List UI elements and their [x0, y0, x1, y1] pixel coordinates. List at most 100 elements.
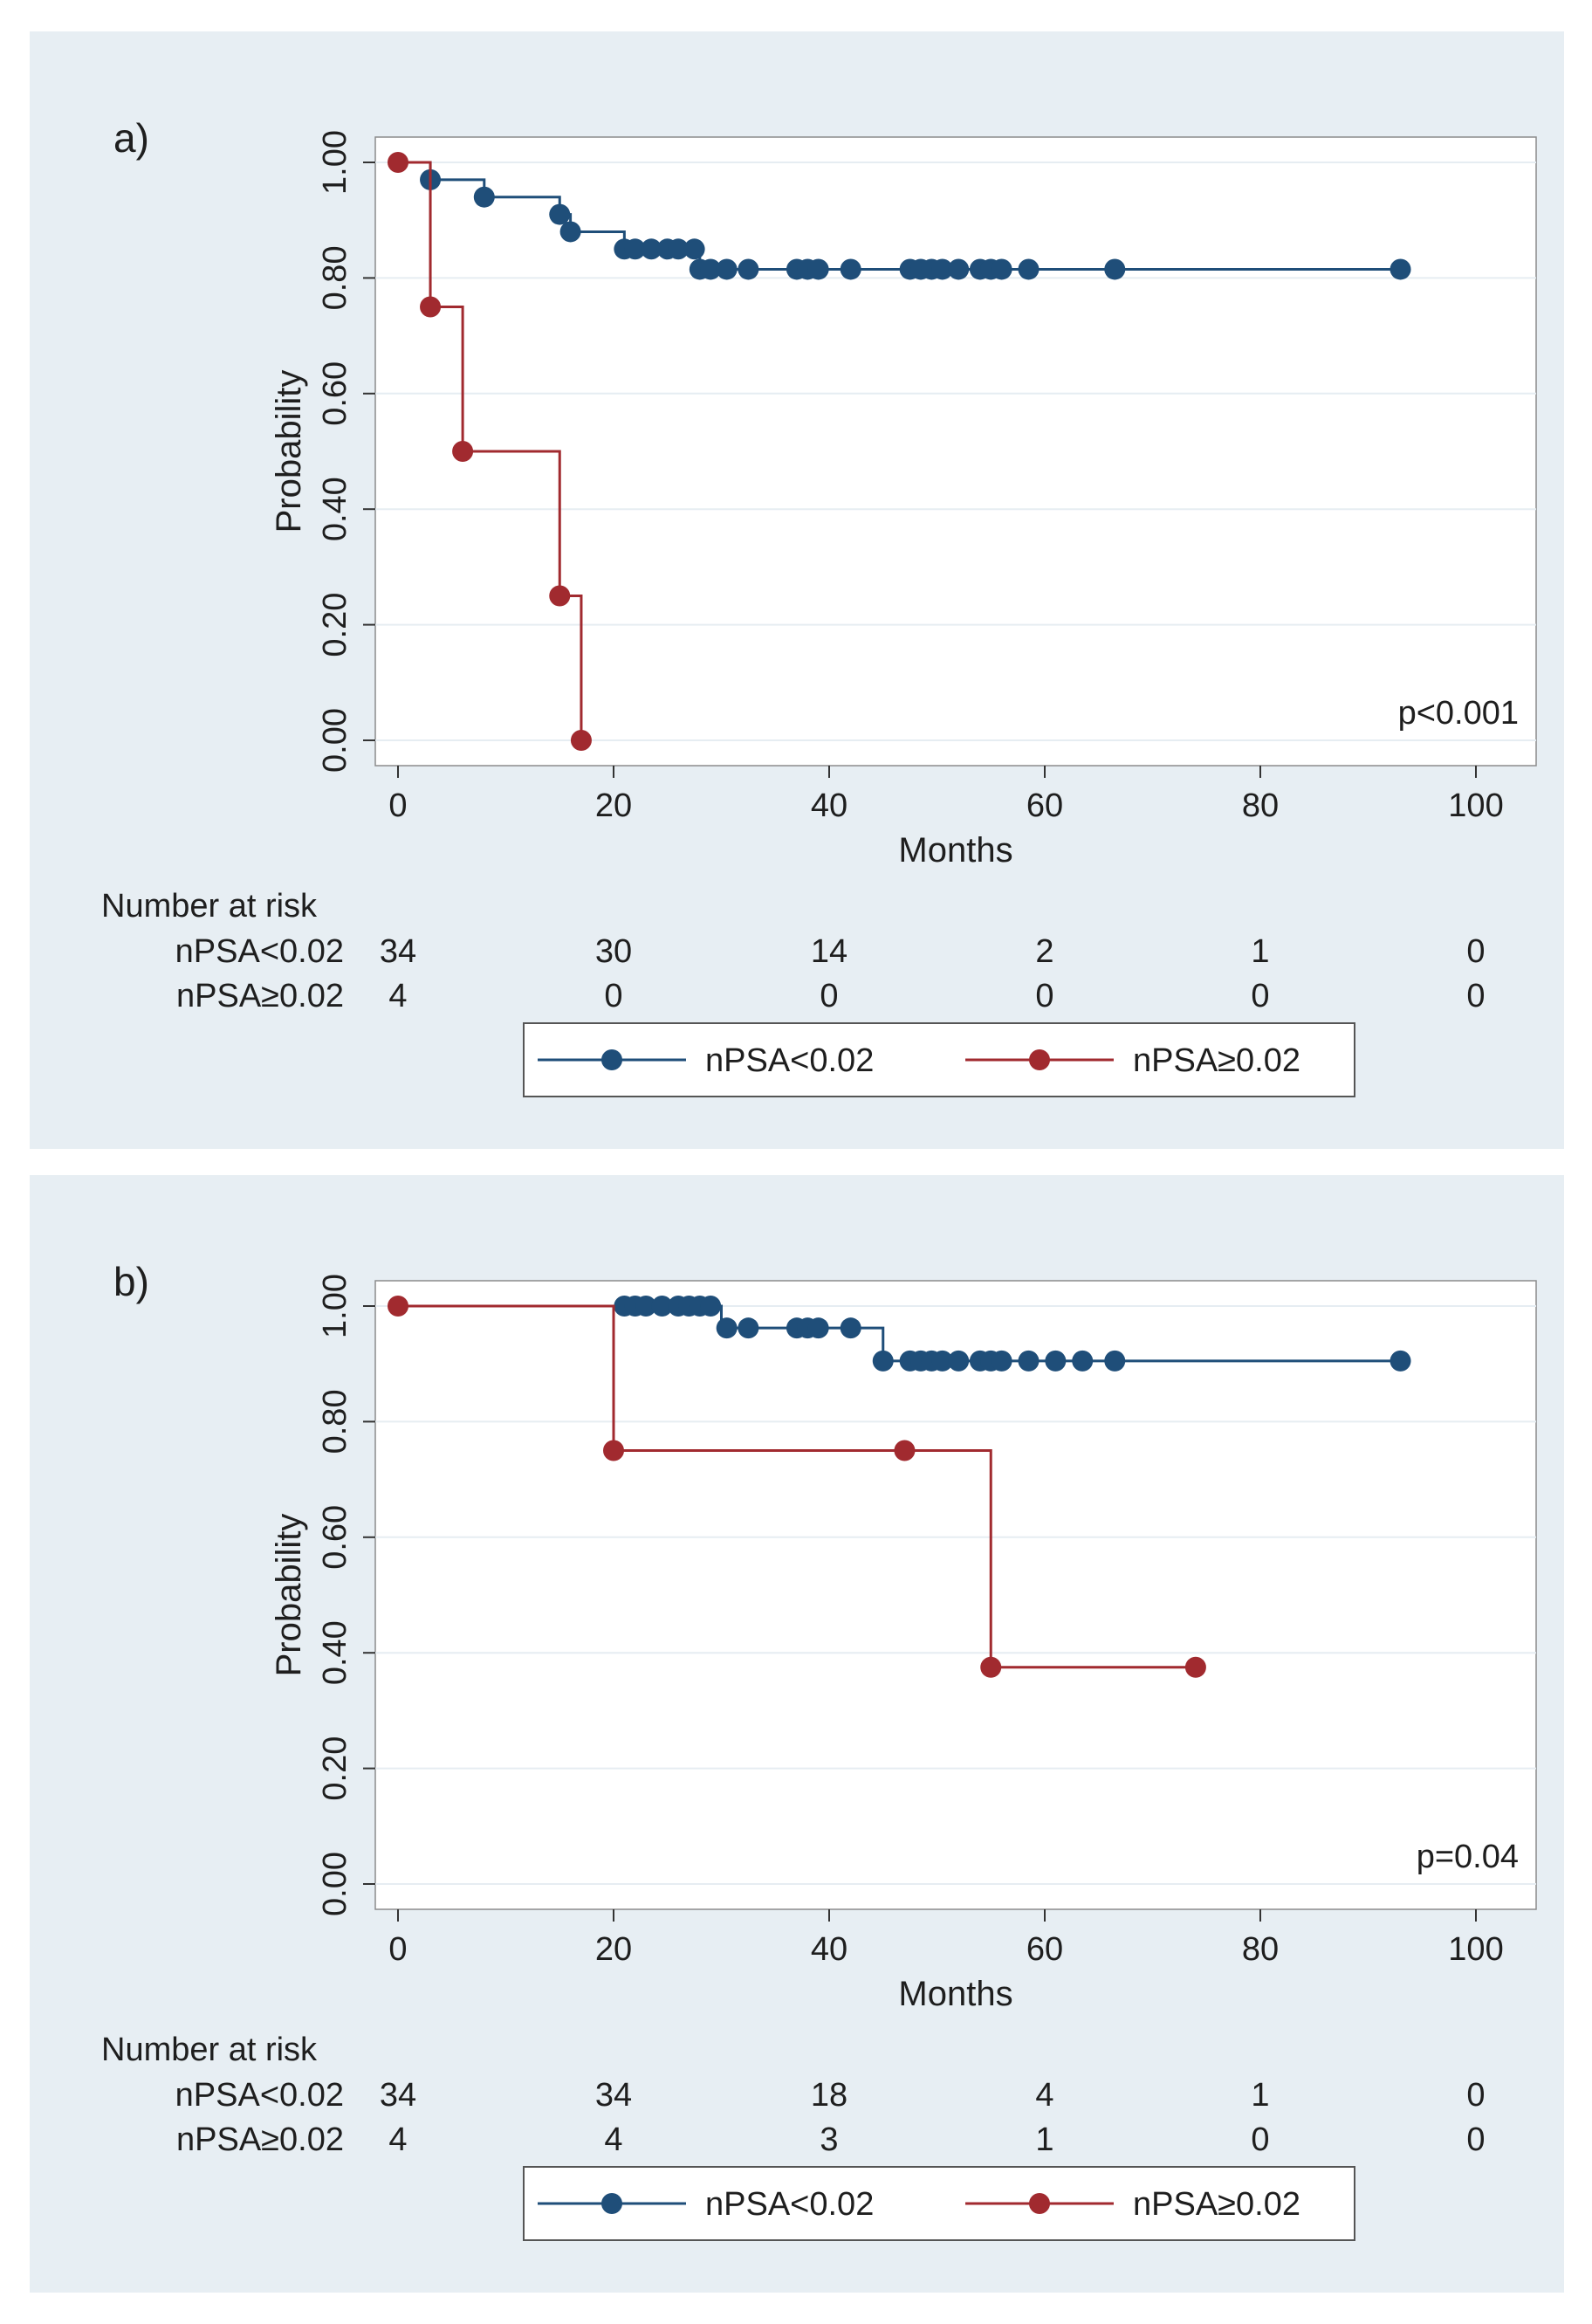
risk-row-label: nPSA≥0.02 [176, 978, 344, 1014]
km-marker-series-0 [641, 238, 662, 260]
km-marker-series-0 [651, 1296, 673, 1317]
km-chart-b: b)0.000.200.400.600.801.000 20 40 60 80 100Mo… [101, 1259, 1537, 2241]
risk-value: 0 [820, 978, 838, 1014]
km-marker-series-1 [1184, 1656, 1206, 1678]
plot-area [374, 1280, 1537, 1910]
risk-value: 34 [380, 933, 416, 970]
km-marker-series-0 [991, 258, 1012, 280]
risk-value: 0 [604, 978, 622, 1014]
risk-value: 4 [604, 2121, 622, 2158]
km-marker-series-0 [700, 1296, 722, 1317]
risk-value: 3 [820, 2121, 838, 2158]
km-marker-series-0 [807, 258, 829, 280]
km-marker-series-1 [980, 1656, 1002, 1678]
km-marker-series-0 [1018, 258, 1040, 280]
km-marker-series-0 [840, 258, 861, 280]
x-tick-label: 40 [811, 1931, 847, 1968]
y-axis-label: Probability [270, 1514, 308, 1677]
km-marker-series-0 [700, 258, 722, 280]
km-marker-series-0 [840, 1317, 861, 1339]
km-marker-series-0 [1390, 1350, 1411, 1372]
km-marker-series-0 [549, 203, 571, 225]
p-value-annotation: p=0.04 [1417, 1839, 1519, 1875]
y-tick-label: 0.20 [317, 593, 353, 657]
km-marker-series-0 [624, 238, 646, 260]
risk-row-label: nPSA<0.02 [175, 933, 344, 970]
km-marker-series-1 [452, 441, 474, 462]
km-marker-series-0 [559, 221, 581, 243]
risk-value: 0 [1466, 933, 1485, 970]
risk-value: 0 [1466, 978, 1485, 1014]
y-tick-label: 0.60 [317, 361, 353, 426]
km-marker-series-1 [549, 585, 571, 607]
km-marker-series-0 [668, 238, 690, 260]
x-tick-label: 80 [1242, 787, 1279, 824]
risk-value: 1 [1251, 933, 1269, 970]
y-tick-label: 0.40 [317, 1620, 353, 1685]
km-panel-b: b) 0.00 0.20 0.40 0.60 0.80 1.00 0 20 40 60 80 100 Mo… [30, 1175, 1564, 2293]
km-marker-series-0 [991, 1350, 1012, 1372]
km-marker-series-0 [931, 1350, 953, 1372]
panel-label: a) [113, 115, 149, 161]
legend-label-series-0: nPSA<0.02 [705, 2186, 874, 2223]
km-marker-series-0 [1104, 258, 1126, 280]
risk-table-title: Number at risk [101, 2032, 318, 2068]
km-marker-series-1 [570, 730, 592, 751]
y-axis-label: Probability [270, 370, 308, 533]
legend-marker-series-1 [1029, 2193, 1050, 2214]
risk-value: 0 [1035, 978, 1053, 1014]
panel-label: b) [113, 1259, 149, 1304]
y-tick-label: 0.00 [317, 1852, 353, 1916]
km-marker-series-0 [1018, 1350, 1040, 1372]
km-marker-series-1 [420, 296, 442, 318]
x-tick-label: 60 [1026, 1931, 1063, 1968]
km-marker-series-0 [716, 1317, 738, 1339]
risk-value: 34 [595, 2077, 632, 2114]
km-chart-a: a)0.000.200.400.600.801.000 20 40 60 80 100Mo… [101, 115, 1537, 1097]
x-tick-label: 60 [1026, 787, 1063, 824]
y-tick-label: 0.80 [317, 245, 353, 310]
risk-value: 0 [1251, 2121, 1269, 2158]
risk-row-label: nPSA≥0.02 [176, 2121, 344, 2158]
km-marker-series-0 [1045, 1350, 1067, 1372]
y-tick-label: 1.00 [317, 1274, 353, 1338]
legend-marker-series-0 [601, 1049, 622, 1070]
km-panel-a: a) 0.00 0.20 0.40 0.60 0.80 1.00 0 20 40 60 80 100 Mo… [30, 31, 1564, 1149]
y-tick-label: 0.20 [317, 1736, 353, 1801]
km-marker-series-0 [948, 258, 970, 280]
x-tick-label: 100 [1448, 1931, 1503, 1968]
km-marker-series-1 [894, 1440, 916, 1461]
x-tick-label: 40 [811, 787, 847, 824]
y-tick-label: 1.00 [317, 130, 353, 195]
legend-label-series-1: nPSA≥0.02 [1133, 2186, 1300, 2223]
legend-label-series-0: nPSA<0.02 [705, 1042, 874, 1079]
x-tick-label: 0 [388, 787, 407, 824]
km-marker-series-1 [603, 1440, 624, 1461]
km-curve-series-1 [398, 1304, 1196, 1669]
p-value-annotation: p<0.001 [1398, 695, 1519, 732]
risk-value: 0 [1251, 978, 1269, 1014]
x-tick-label: 20 [595, 1931, 632, 1968]
risk-value: 0 [1466, 2121, 1485, 2158]
legend-marker-series-0 [601, 2193, 622, 2214]
risk-value: 34 [380, 2077, 416, 2114]
km-marker-series-0 [716, 258, 738, 280]
risk-value: 18 [811, 2077, 847, 2114]
km-marker-series-0 [473, 186, 495, 208]
km-marker-series-0 [738, 1317, 759, 1339]
km-marker-series-0 [683, 238, 705, 260]
legend-marker-series-1 [1029, 1049, 1050, 1070]
risk-value: 4 [388, 978, 407, 1014]
risk-value: 4 [1035, 2077, 1053, 2114]
km-marker-series-1 [388, 1296, 408, 1317]
km-marker-series-0 [807, 1317, 829, 1339]
km-marker-series-0 [948, 1350, 970, 1372]
km-marker-series-0 [1104, 1350, 1126, 1372]
risk-value: 0 [1466, 2077, 1485, 2114]
km-marker-series-0 [635, 1296, 657, 1317]
km-marker-series-0 [1072, 1350, 1094, 1372]
risk-value: 14 [811, 933, 847, 970]
risk-value: 2 [1035, 933, 1053, 970]
risk-value: 1 [1035, 2121, 1053, 2158]
km-marker-series-0 [738, 258, 759, 280]
